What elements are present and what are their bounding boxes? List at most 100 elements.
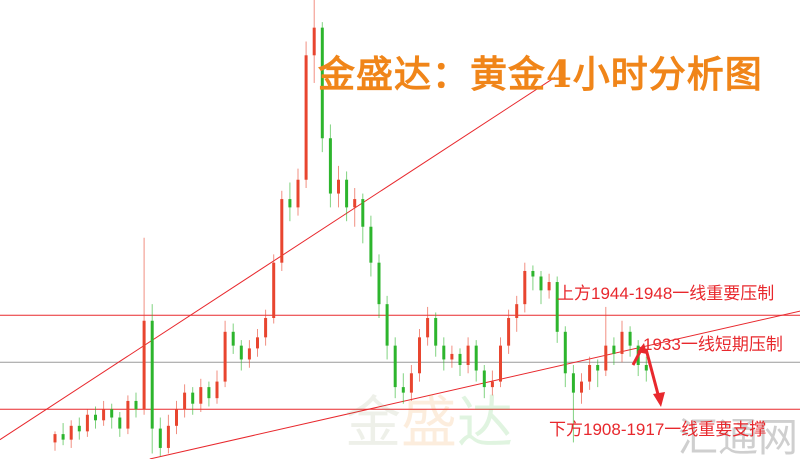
trendline-2: [149, 310, 800, 459]
candle-body: [183, 392, 187, 410]
candle-body: [401, 387, 405, 393]
candle: [580, 373, 583, 404]
candle-body: [377, 262, 381, 305]
candle-body: [458, 353, 462, 365]
candle-body: [490, 381, 494, 388]
candle-body: [296, 179, 300, 208]
candle: [499, 337, 502, 388]
candle-body: [418, 337, 421, 374]
candle-body: [110, 409, 114, 418]
candle: [588, 356, 592, 390]
candle: [264, 309, 268, 346]
candle: [612, 337, 616, 365]
candle: [393, 337, 397, 399]
candle-body: [442, 345, 446, 360]
candle-body: [85, 414, 89, 432]
candle: [418, 329, 421, 382]
candle-body: [280, 199, 284, 263]
candle: [450, 345, 454, 368]
candle-body: [77, 425, 81, 432]
candle: [555, 276, 559, 343]
candle: [434, 312, 438, 357]
candle: [312, 0, 316, 83]
candle-body: [555, 282, 559, 332]
candle: [377, 254, 381, 318]
brand-watermark: 金盛达: [345, 391, 513, 456]
candle-body: [118, 417, 122, 429]
candle: [531, 265, 535, 291]
candle-body: [596, 364, 600, 371]
candle: [142, 237, 146, 415]
candle: [296, 168, 300, 216]
candle-body: [523, 270, 527, 305]
candle: [515, 295, 519, 332]
down-arrow-shaft: [644, 348, 661, 399]
candle-body: [620, 331, 624, 354]
candle-body: [385, 304, 389, 346]
candle: [69, 420, 73, 448]
candle: [620, 320, 624, 363]
candle-body: [102, 409, 106, 421]
candle: [385, 295, 389, 360]
candle: [191, 387, 195, 415]
candle-body: [531, 270, 535, 277]
candle: [247, 340, 251, 368]
candle: [183, 384, 187, 418]
candle-body: [53, 434, 57, 443]
candle: [345, 171, 349, 222]
candle: [272, 254, 276, 324]
candle-body: [272, 262, 276, 318]
candle: [571, 364, 575, 443]
candle: [401, 373, 405, 404]
candle: [77, 417, 81, 440]
candle-body: [426, 317, 430, 338]
candle-body: [215, 381, 219, 399]
candle-body: [199, 387, 203, 404]
candle-body: [223, 331, 227, 382]
candle-body: [345, 179, 349, 208]
candle: [288, 182, 292, 222]
candle: [280, 190, 284, 271]
candle: [563, 326, 567, 388]
candle: [539, 270, 543, 305]
short-term-resistance-label: 1933一线短期压制: [643, 335, 783, 354]
candle-body: [571, 373, 575, 393]
candle: [256, 329, 259, 357]
candle: [199, 378, 203, 412]
candle: [442, 337, 446, 371]
candle: [328, 124, 332, 208]
candle: [207, 381, 211, 407]
lower-support-label: 下方1908-1917一线重要支撑: [549, 420, 767, 439]
candle: [126, 395, 130, 435]
candle: [337, 165, 340, 208]
candle: [644, 356, 648, 382]
candle-body: [256, 337, 259, 349]
candle: [361, 193, 365, 244]
candle-body: [515, 304, 519, 318]
candle-body: [434, 317, 438, 346]
candle: [426, 306, 430, 346]
candle: [175, 400, 178, 435]
candle: [320, 22, 324, 153]
candle-body: [158, 428, 162, 448]
candle-body: [466, 345, 470, 365]
candle-body: [393, 345, 397, 388]
candle: [134, 392, 138, 418]
candle-body: [474, 345, 478, 371]
candle-body: [644, 364, 648, 371]
candle-body: [126, 400, 130, 429]
candle: [523, 262, 527, 313]
candle-body: [328, 138, 332, 194]
trendline-1: [0, 77, 556, 441]
candle: [409, 364, 413, 401]
candle: [369, 215, 373, 277]
candle-body: [207, 387, 211, 399]
candle-body: [539, 276, 543, 291]
candle-body: [69, 425, 73, 440]
candle: [596, 359, 600, 388]
candle: [458, 348, 462, 377]
candle-body: [231, 331, 235, 346]
candle-body: [166, 425, 170, 448]
